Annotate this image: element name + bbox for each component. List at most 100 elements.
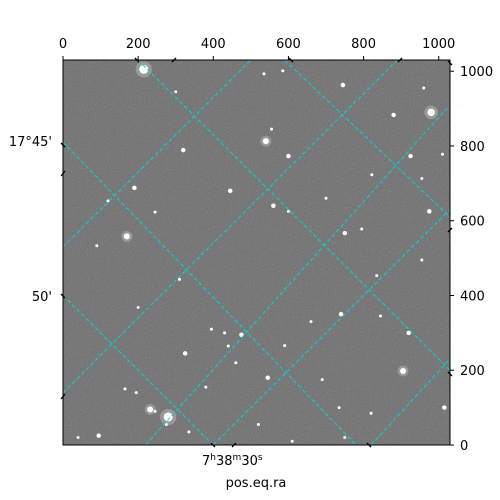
star-63	[442, 405, 447, 410]
right-tick-label-400: 400	[460, 289, 485, 304]
star-38	[420, 258, 424, 262]
star-31	[95, 244, 99, 248]
star-70	[320, 378, 324, 382]
star-71	[204, 385, 208, 389]
top-tick-label-1000: 1000	[422, 37, 455, 52]
star-50	[234, 361, 238, 365]
star-halo-58	[160, 408, 177, 426]
right-tick-label-800: 800	[460, 140, 485, 155]
grid-line-3	[212, 209, 450, 445]
star-27	[360, 227, 364, 231]
star-22	[132, 185, 137, 191]
top-tick-label-800: 800	[351, 37, 376, 52]
star-56	[147, 406, 154, 413]
star-halo-7	[424, 105, 438, 120]
star-46	[239, 332, 244, 337]
star-53	[456, 364, 459, 367]
stars-layer	[76, 61, 483, 443]
star-0	[139, 64, 149, 74]
star-44	[209, 327, 213, 331]
star-15	[286, 153, 291, 159]
right-tick-label-200: 200	[460, 364, 485, 379]
star-67	[337, 406, 341, 410]
star-halo-33	[121, 231, 133, 242]
star-17	[408, 153, 413, 159]
star-3	[340, 82, 346, 88]
star-57	[153, 409, 157, 413]
star-28	[342, 230, 348, 236]
grid-line-1	[63, 60, 252, 248]
star-8	[458, 113, 461, 116]
star-64	[453, 433, 458, 438]
image-background	[63, 60, 450, 445]
grid-line-5	[63, 141, 357, 445]
star-19	[420, 176, 424, 180]
star-36	[427, 209, 432, 214]
star-51	[265, 375, 271, 380]
star-5	[391, 112, 396, 118]
dec-tick-label-50: 50'	[32, 290, 52, 305]
star-halo-30	[463, 232, 474, 243]
grid-line-6	[63, 295, 214, 445]
star-23	[227, 188, 233, 194]
star-13	[180, 147, 186, 153]
star-9	[459, 125, 464, 130]
star-40	[338, 311, 344, 317]
star-34	[153, 210, 157, 214]
star-16	[370, 173, 374, 177]
star-41	[378, 314, 382, 318]
star-7	[427, 108, 435, 117]
star-25	[286, 209, 290, 213]
star-62	[290, 439, 294, 443]
star-68	[343, 436, 347, 440]
star-10	[480, 135, 483, 138]
image-panel	[63, 60, 483, 445]
star-14	[270, 127, 274, 131]
star-52	[400, 367, 407, 374]
star-48	[182, 351, 188, 356]
star-6	[422, 86, 426, 90]
star-11	[479, 107, 482, 110]
star-45	[223, 331, 227, 335]
star-21	[106, 199, 110, 203]
star-35	[136, 305, 140, 309]
coordinate-grid	[63, 60, 450, 445]
top-pixel-axis: 0 200 400 600 800 1000	[59, 37, 455, 60]
right-tick-label-0: 0	[460, 439, 468, 454]
star-47	[226, 344, 230, 348]
grid-line-2	[145, 104, 450, 445]
star-26	[324, 196, 328, 200]
right-tick-label-600: 600	[460, 215, 485, 230]
ra-tick-label: 7h38m30s	[202, 453, 263, 469]
star-12	[262, 138, 269, 145]
star-1	[262, 72, 266, 76]
star-69	[369, 411, 373, 415]
right-pixel-axis: 0 200 400 600 800 1000	[450, 65, 493, 454]
star-58	[163, 412, 173, 422]
star-32	[177, 277, 181, 281]
star-54	[123, 387, 127, 391]
star-66	[76, 436, 80, 440]
image-frame	[62, 59, 451, 446]
star-39	[309, 320, 313, 324]
star-halo-12	[260, 135, 272, 147]
star-65	[96, 433, 101, 438]
world-tick-marks	[60, 57, 453, 448]
top-tick-label-400: 400	[201, 37, 226, 52]
star-55	[134, 391, 138, 395]
star-30	[466, 235, 472, 241]
star-24	[271, 203, 276, 209]
dec-tick-label-1745: 17°45'	[9, 135, 52, 150]
grid-line-7	[137, 60, 450, 371]
top-tick-label-0: 0	[59, 37, 67, 52]
right-tick-label-1000: 1000	[460, 65, 493, 80]
star-20	[462, 182, 465, 185]
star-49	[283, 344, 287, 348]
star-61	[256, 422, 260, 426]
star-43	[462, 324, 465, 327]
star-halo-52	[397, 365, 409, 377]
star-60	[187, 430, 191, 434]
star-halo-0	[135, 61, 152, 78]
grid-line-0	[63, 60, 398, 394]
